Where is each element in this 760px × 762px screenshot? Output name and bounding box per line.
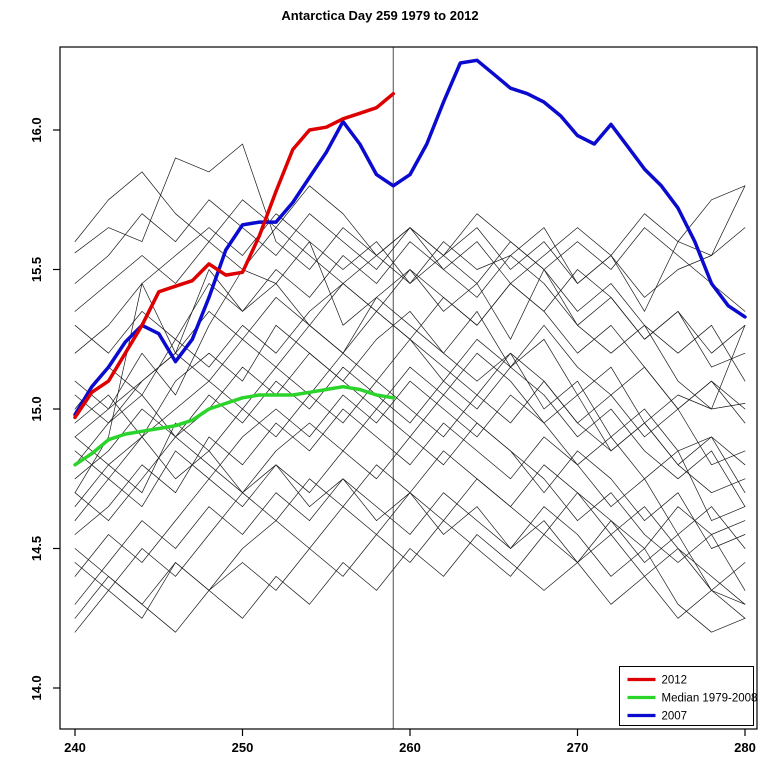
legend-label: 2007 bbox=[662, 711, 688, 723]
background-year-line bbox=[74, 478, 746, 633]
background-year-line bbox=[74, 241, 746, 368]
background-year-line bbox=[74, 394, 746, 549]
background-year-line bbox=[74, 213, 746, 354]
y-axis-tick-label: 15.0 bbox=[29, 396, 44, 421]
x-axis-tick-label: 260 bbox=[399, 740, 421, 755]
series-line-median-1979-2008 bbox=[73, 384, 396, 467]
background-year-line bbox=[74, 213, 746, 312]
plot-box bbox=[59, 46, 758, 730]
legend-label: 2012 bbox=[662, 675, 688, 687]
series-line-2012 bbox=[73, 91, 396, 420]
y-axis-tick-label: 16.0 bbox=[29, 117, 44, 142]
background-year-line bbox=[74, 506, 746, 633]
x-axis-tick-label: 250 bbox=[232, 740, 254, 755]
background-year-line bbox=[74, 408, 746, 549]
background-year-line bbox=[74, 450, 746, 605]
background-year-line bbox=[74, 380, 746, 507]
background-year-line bbox=[74, 436, 746, 605]
chart-title: Antarctica Day 259 1979 to 2012 bbox=[281, 8, 479, 23]
background-year-line bbox=[74, 380, 746, 521]
background-year-line bbox=[74, 199, 746, 382]
y-axis-tick-label: 15.5 bbox=[29, 257, 44, 282]
background-year-line bbox=[74, 422, 746, 591]
y-axis-tick-label: 14.0 bbox=[29, 675, 44, 700]
legend-label: Median 1979-2008 bbox=[662, 693, 758, 705]
x-axis-tick-label: 240 bbox=[64, 740, 86, 755]
background-year-line bbox=[74, 311, 746, 438]
x-axis-tick-label: 280 bbox=[734, 740, 756, 755]
series-line-2007 bbox=[73, 58, 747, 417]
background-year-line bbox=[74, 478, 746, 633]
background-year-line bbox=[74, 534, 746, 619]
background-year-line bbox=[74, 269, 746, 424]
background-year-line bbox=[74, 269, 746, 424]
y-axis-tick-label: 14.5 bbox=[29, 536, 44, 561]
x-axis-tick-label: 270 bbox=[567, 740, 589, 755]
background-year-line bbox=[74, 311, 746, 466]
